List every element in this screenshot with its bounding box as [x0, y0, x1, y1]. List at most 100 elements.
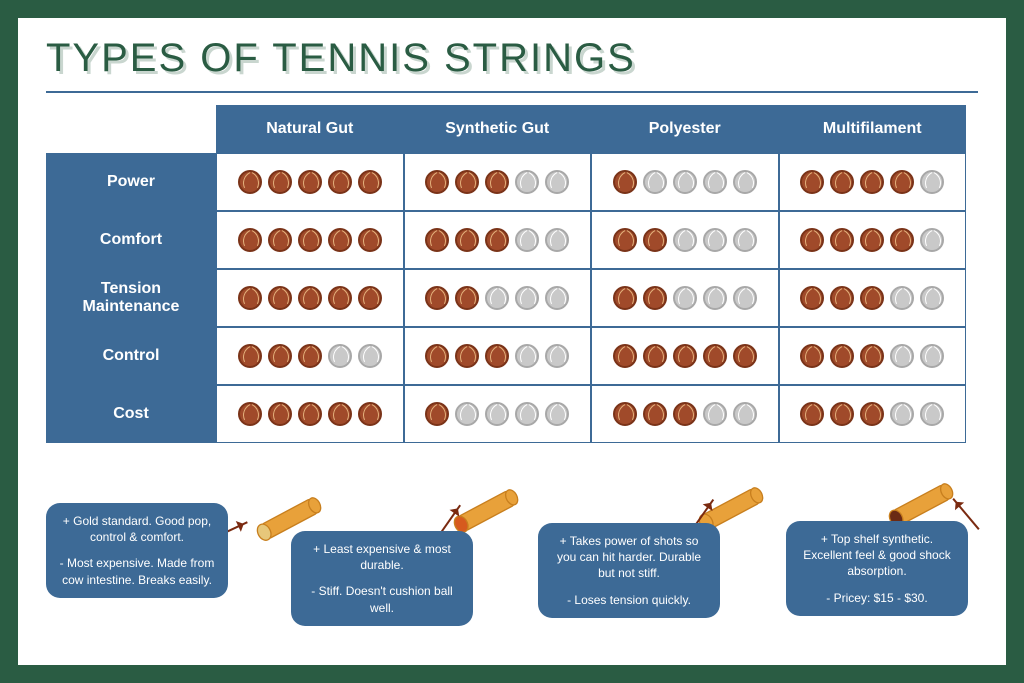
tennis-ball-filled-icon	[673, 402, 697, 426]
tennis-ball-empty-icon	[515, 286, 539, 310]
tennis-ball-filled-icon	[830, 228, 854, 252]
tennis-ball-empty-icon	[920, 286, 944, 310]
tennis-ball-filled-icon	[673, 344, 697, 368]
callout-card: + Least expensive & most durable.- Stiff…	[291, 531, 473, 626]
tennis-ball-filled-icon	[425, 402, 449, 426]
tennis-ball-empty-icon	[703, 228, 727, 252]
row-label: Comfort	[46, 211, 216, 269]
rating	[238, 344, 382, 368]
tennis-ball-empty-icon	[545, 344, 569, 368]
comparison-table: Natural GutSynthetic GutPolyesterMultifi…	[46, 105, 966, 443]
tennis-ball-filled-icon	[800, 402, 824, 426]
tennis-ball-filled-icon	[643, 344, 667, 368]
rating-cell	[404, 269, 592, 327]
tennis-ball-filled-icon	[425, 286, 449, 310]
rating	[425, 286, 569, 310]
tennis-ball-filled-icon	[328, 170, 352, 194]
rating-cell	[591, 211, 779, 269]
tennis-ball-filled-icon	[613, 286, 637, 310]
tennis-ball-filled-icon	[268, 170, 292, 194]
row-label: Cost	[46, 385, 216, 443]
tennis-ball-empty-icon	[545, 402, 569, 426]
rating	[613, 170, 757, 194]
tennis-ball-filled-icon	[830, 344, 854, 368]
callout-pros: + Takes power of shots so you can hit ha…	[550, 533, 708, 582]
tennis-ball-filled-icon	[455, 170, 479, 194]
tennis-ball-filled-icon	[733, 344, 757, 368]
tennis-ball-filled-icon	[860, 286, 884, 310]
tennis-ball-empty-icon	[515, 170, 539, 194]
tennis-ball-filled-icon	[860, 402, 884, 426]
tennis-ball-empty-icon	[733, 228, 757, 252]
rating	[613, 402, 757, 426]
tennis-ball-filled-icon	[613, 170, 637, 194]
rating	[238, 228, 382, 252]
tennis-ball-filled-icon	[328, 228, 352, 252]
rating-cell	[404, 327, 592, 385]
tennis-ball-filled-icon	[358, 228, 382, 252]
rating	[800, 228, 944, 252]
rating-cell	[216, 211, 404, 269]
rating-cell	[591, 327, 779, 385]
rating	[613, 228, 757, 252]
rating-cell	[404, 153, 592, 211]
tennis-ball-empty-icon	[890, 286, 914, 310]
tennis-ball-filled-icon	[358, 402, 382, 426]
callout-pros: + Top shelf synthetic. Excellent feel & …	[798, 531, 956, 580]
tennis-ball-filled-icon	[613, 228, 637, 252]
rating-cell	[779, 385, 967, 443]
tennis-ball-filled-icon	[643, 402, 667, 426]
callout-card: + Takes power of shots so you can hit ha…	[538, 523, 720, 618]
rating	[425, 402, 569, 426]
rating	[613, 286, 757, 310]
tennis-ball-filled-icon	[703, 344, 727, 368]
rating	[800, 344, 944, 368]
tennis-ball-empty-icon	[485, 286, 509, 310]
tennis-ball-filled-icon	[890, 170, 914, 194]
tennis-ball-empty-icon	[673, 286, 697, 310]
tennis-ball-empty-icon	[703, 286, 727, 310]
tennis-ball-filled-icon	[830, 170, 854, 194]
row-label: Control	[46, 327, 216, 385]
tennis-ball-empty-icon	[455, 402, 479, 426]
tennis-ball-empty-icon	[890, 344, 914, 368]
tennis-ball-empty-icon	[703, 170, 727, 194]
callout-card: + Gold standard. Good pop, control & com…	[46, 503, 228, 598]
tennis-ball-empty-icon	[920, 402, 944, 426]
tennis-ball-filled-icon	[298, 344, 322, 368]
rating-cell	[216, 327, 404, 385]
tennis-ball-filled-icon	[800, 286, 824, 310]
tennis-ball-filled-icon	[860, 344, 884, 368]
tennis-ball-filled-icon	[268, 344, 292, 368]
tennis-ball-filled-icon	[485, 344, 509, 368]
tennis-ball-filled-icon	[298, 228, 322, 252]
tennis-ball-empty-icon	[733, 402, 757, 426]
tennis-ball-filled-icon	[425, 344, 449, 368]
tennis-ball-filled-icon	[613, 402, 637, 426]
tennis-ball-filled-icon	[800, 228, 824, 252]
rating	[238, 286, 382, 310]
title-divider	[46, 91, 978, 93]
tennis-ball-empty-icon	[515, 344, 539, 368]
rating-cell	[591, 153, 779, 211]
rating-cell	[779, 269, 967, 327]
tennis-ball-empty-icon	[920, 344, 944, 368]
rating	[425, 228, 569, 252]
tennis-ball-empty-icon	[920, 228, 944, 252]
tennis-ball-filled-icon	[485, 228, 509, 252]
tennis-ball-filled-icon	[298, 286, 322, 310]
tennis-ball-empty-icon	[545, 286, 569, 310]
tennis-ball-empty-icon	[328, 344, 352, 368]
rating	[800, 402, 944, 426]
rating-cell	[779, 153, 967, 211]
callout-pros: + Gold standard. Good pop, control & com…	[58, 513, 216, 545]
rating-cell	[591, 385, 779, 443]
tennis-ball-filled-icon	[358, 286, 382, 310]
rating-cell	[779, 211, 967, 269]
tennis-ball-filled-icon	[268, 228, 292, 252]
rating-cell	[216, 385, 404, 443]
tennis-ball-empty-icon	[545, 170, 569, 194]
tennis-ball-filled-icon	[238, 402, 262, 426]
rating	[800, 170, 944, 194]
tennis-ball-filled-icon	[298, 170, 322, 194]
